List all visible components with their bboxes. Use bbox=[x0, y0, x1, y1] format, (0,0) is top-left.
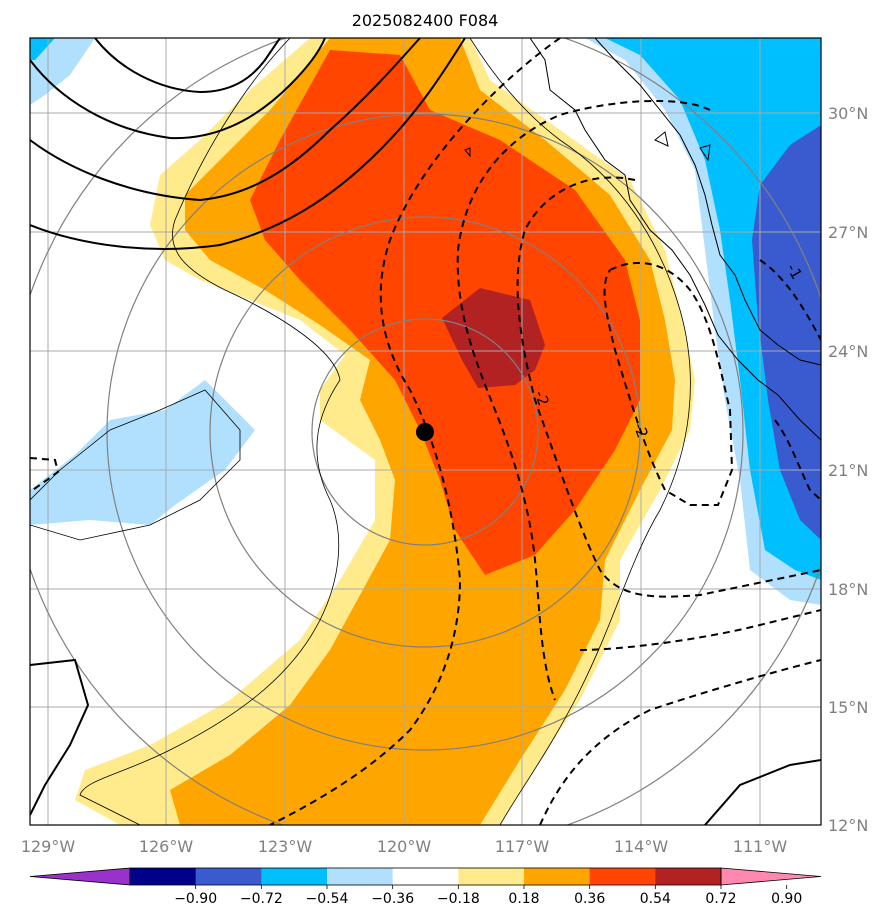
colorbar-extend-high bbox=[720, 867, 822, 886]
map-area: -2 -2 -1 bbox=[30, 38, 821, 825]
colorbar-label: 0.90 bbox=[771, 891, 802, 907]
lat-label: 30°N bbox=[828, 104, 868, 123]
colorbar-label: −0.54 bbox=[306, 891, 349, 907]
colorbar-label: 0.72 bbox=[705, 891, 736, 907]
contour-label: -2 bbox=[531, 388, 553, 408]
colorbar-label: −0.72 bbox=[240, 891, 283, 907]
colorbar-label: 0.54 bbox=[640, 891, 671, 907]
coastline bbox=[464, 38, 821, 441]
colorbar-label: −0.18 bbox=[437, 891, 480, 907]
lon-label: 123°W bbox=[258, 837, 313, 856]
storm-center-marker bbox=[416, 423, 434, 441]
lat-label: 27°N bbox=[828, 223, 868, 242]
lat-label: 21°N bbox=[828, 461, 868, 480]
lon-label: 117°W bbox=[495, 837, 550, 856]
colorbar-segment bbox=[655, 868, 722, 885]
solid-contours bbox=[30, 38, 821, 825]
colorbar-label: 0.18 bbox=[508, 891, 539, 907]
negative-fill-regions bbox=[30, 38, 821, 605]
lat-label: 12°N bbox=[828, 816, 868, 835]
colorbar-segment bbox=[327, 868, 394, 885]
lon-label: 111°W bbox=[733, 837, 788, 856]
positive-fill-regions bbox=[75, 38, 695, 825]
colorbar-label: 0.36 bbox=[574, 891, 605, 907]
colorbar-extend-low bbox=[29, 867, 131, 886]
colorbar: −0.90 −0.72 −0.54 −0.36 −0.18 0.18 0.36 0.54 0.7… bbox=[29, 867, 822, 907]
colorbar-segment bbox=[195, 868, 262, 885]
lon-label: 129°W bbox=[21, 837, 76, 856]
colorbar-segment bbox=[524, 868, 591, 885]
map-frame bbox=[29, 37, 822, 826]
lat-label: 15°N bbox=[828, 698, 868, 717]
colorbar-segment bbox=[261, 868, 328, 885]
colorbar-segment bbox=[130, 868, 197, 885]
lon-label: 120°W bbox=[377, 837, 432, 856]
lat-axis-labels: 30°N 27°N 24°N 21°N 18°N 15°N 12°N bbox=[828, 104, 868, 835]
lat-label: 24°N bbox=[828, 342, 868, 361]
colorbar-frame bbox=[129, 867, 722, 886]
colorbar-segment bbox=[589, 868, 656, 885]
lon-axis-labels: 129°W 126°W 123°W 120°W 117°W 114°W 111°… bbox=[21, 837, 788, 856]
contour-label: -2 bbox=[630, 420, 652, 440]
figure-title: 2025082400 F084 bbox=[352, 11, 499, 30]
lon-label: 126°W bbox=[139, 837, 194, 856]
thin-contours bbox=[30, 38, 691, 825]
colorbar-label: −0.36 bbox=[371, 891, 414, 907]
colorbar-segment bbox=[458, 868, 525, 885]
lat-label: 18°N bbox=[828, 580, 868, 599]
colorbar-label: −0.90 bbox=[174, 891, 217, 907]
lon-label: 114°W bbox=[614, 837, 669, 856]
colorbar-segment bbox=[392, 868, 459, 885]
dashed-contours bbox=[30, 38, 821, 825]
